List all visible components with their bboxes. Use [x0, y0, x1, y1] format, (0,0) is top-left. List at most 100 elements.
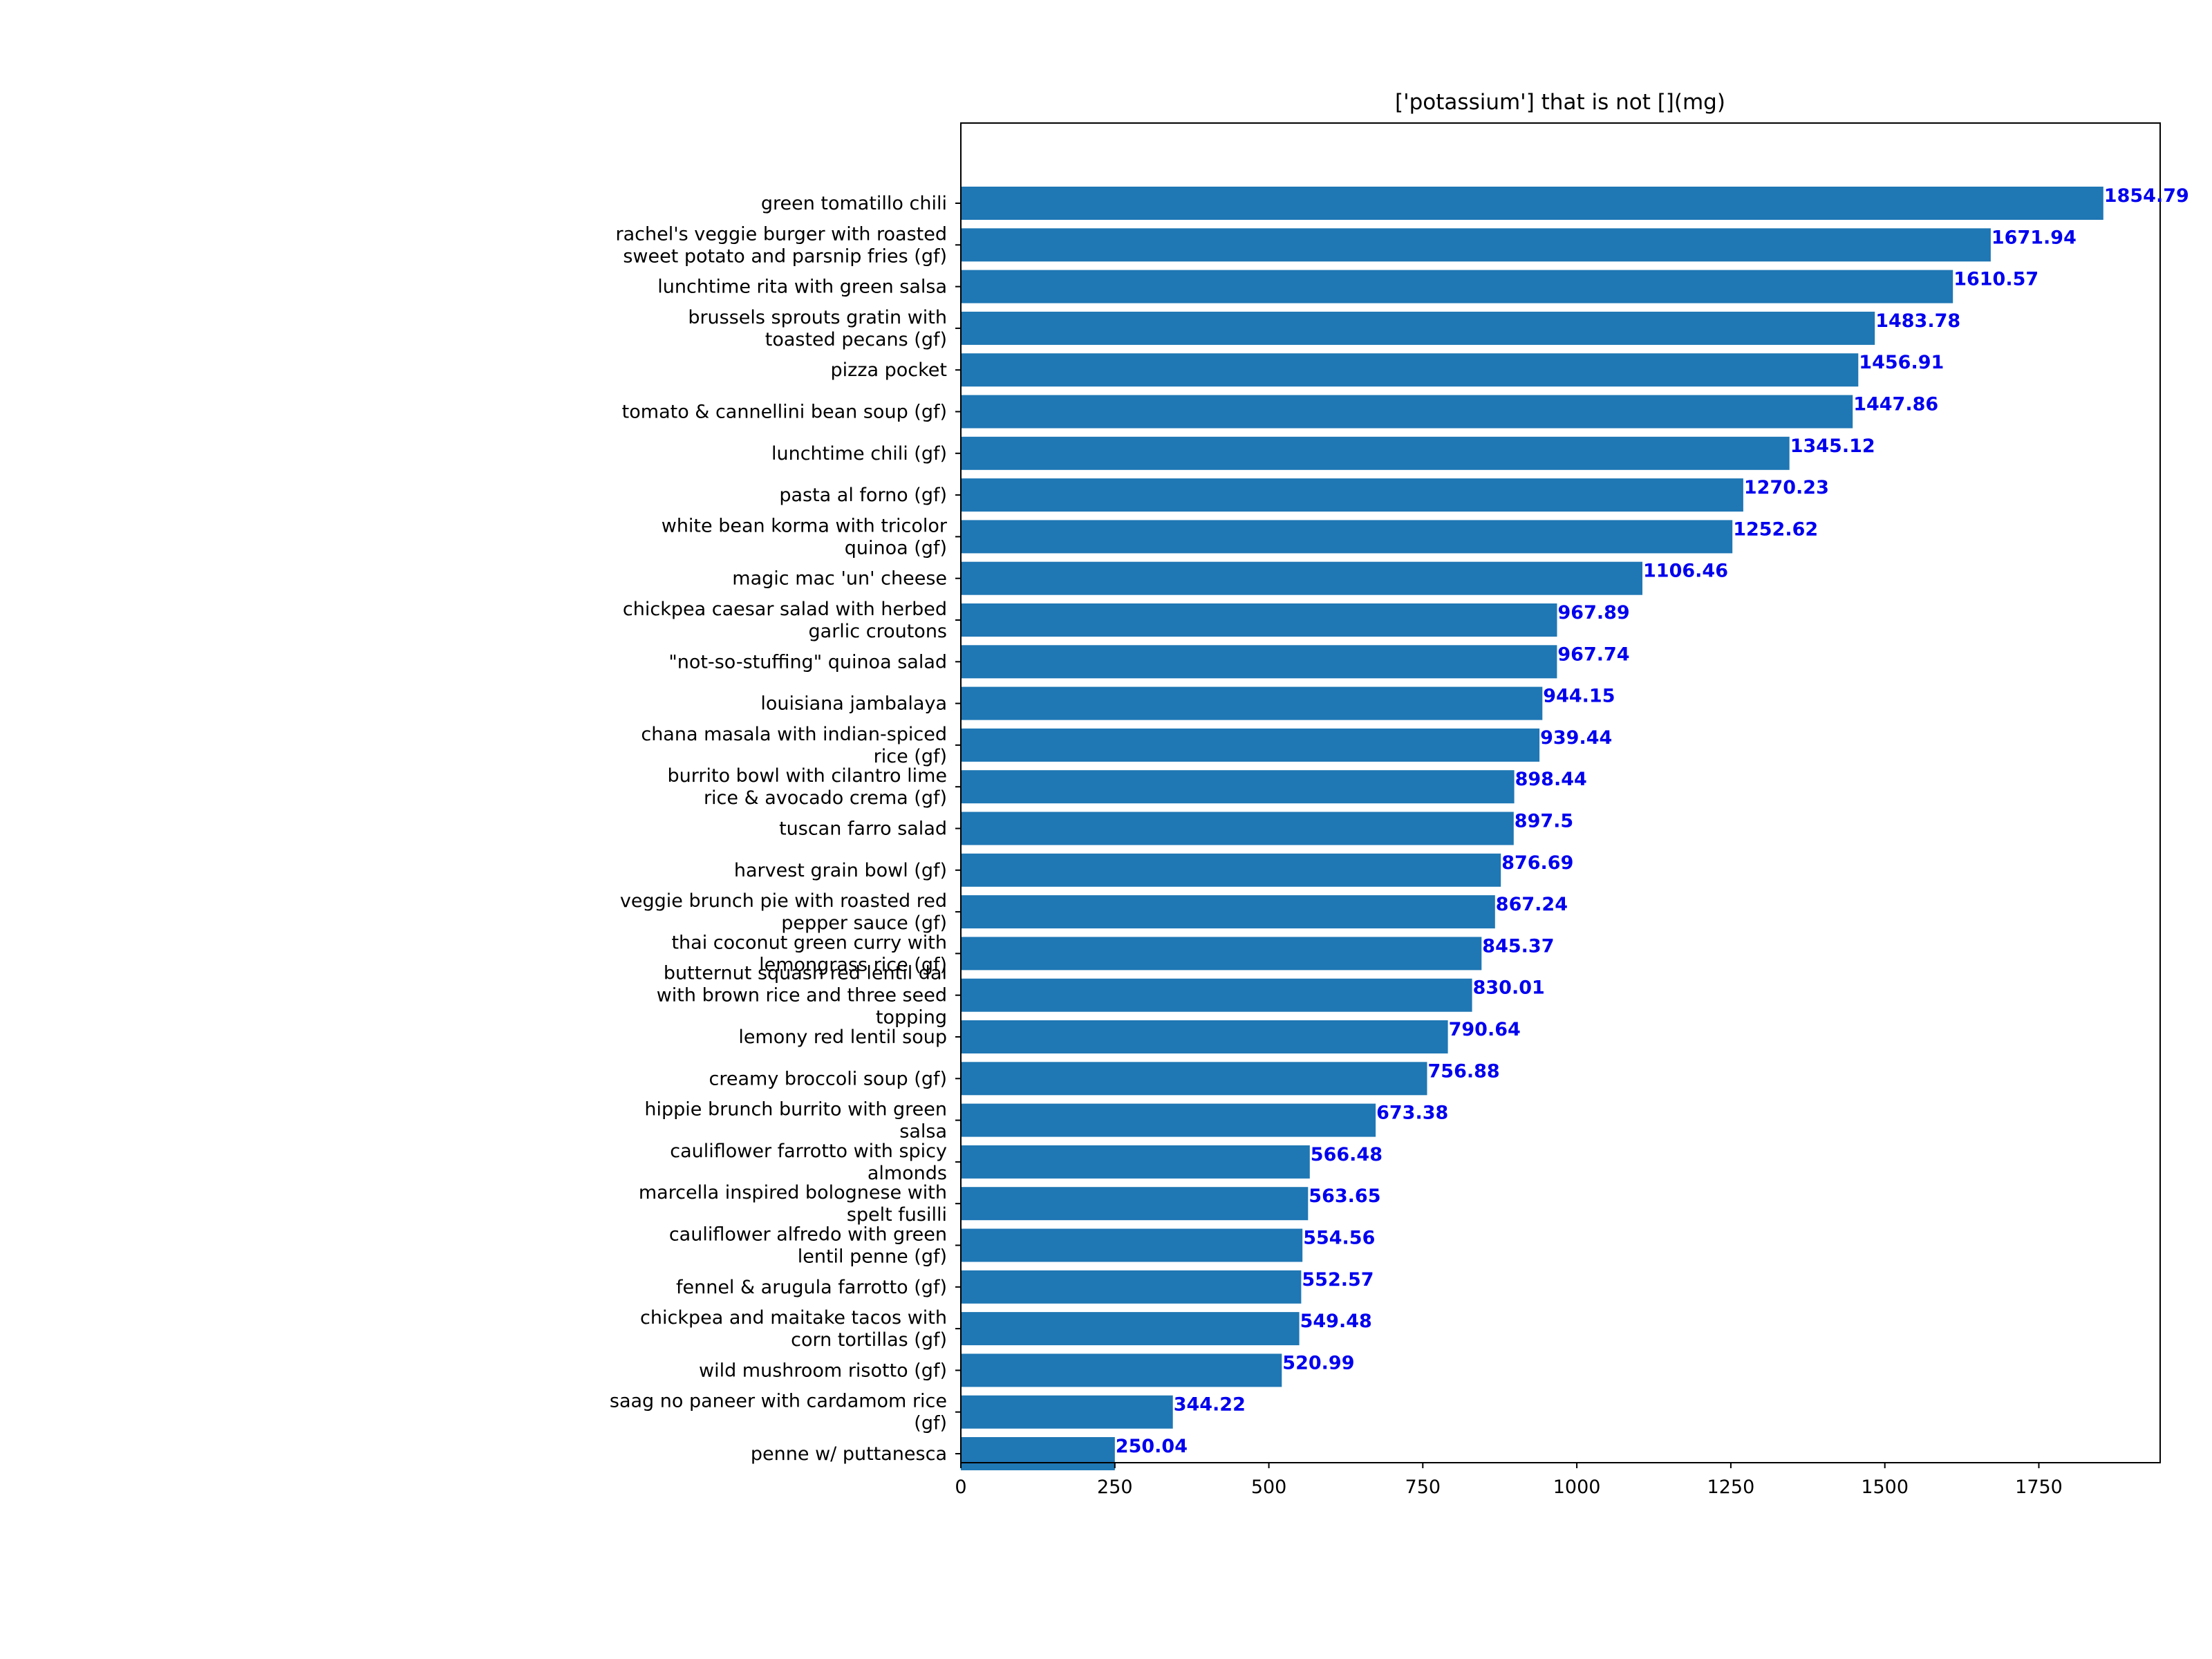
category-label: (gf) — [914, 1413, 947, 1434]
value-label: 830.01 — [1473, 977, 1545, 999]
category-label: hippie brunch burrito with green — [644, 1099, 947, 1121]
value-label: 939.44 — [1540, 727, 1612, 749]
category-label: tomato & cannellini bean soup (gf) — [622, 402, 947, 423]
bar — [961, 1395, 1173, 1429]
category-label: almonds — [868, 1163, 947, 1184]
value-label: 552.57 — [1302, 1269, 1374, 1291]
category-label: lemony red lentil soup — [738, 1027, 947, 1048]
bar — [961, 1312, 1300, 1346]
category-label: veggie brunch pie with roasted red — [620, 890, 947, 912]
category-label: lemongrass rice (gf) — [759, 954, 947, 975]
bar — [961, 187, 2103, 220]
bar — [961, 1437, 1115, 1470]
category-label: louisiana jambalaya — [760, 693, 947, 715]
category-label: fennel & arugula farrotto (gf) — [676, 1277, 947, 1298]
value-label: 673.38 — [1376, 1103, 1448, 1124]
value-label: 1854.79 — [2104, 185, 2189, 207]
category-label: salsa — [899, 1121, 947, 1143]
value-label: 790.64 — [1449, 1019, 1521, 1040]
category-label: marcella inspired bolognese with — [639, 1182, 947, 1203]
value-label: 967.74 — [1557, 644, 1629, 665]
bar — [961, 1103, 1376, 1137]
category-label: quinoa (gf) — [845, 537, 947, 559]
category-label: saag no paneer with cardamom rice — [610, 1391, 947, 1412]
value-label: 756.88 — [1428, 1060, 1500, 1082]
bar — [961, 270, 1953, 303]
bar — [961, 853, 1501, 887]
bar — [961, 770, 1515, 804]
category-label: pasta al forno (gf) — [779, 485, 947, 506]
category-label: magic mac 'un' cheese — [732, 568, 947, 590]
category-label: chickpea and maitake tacos with — [640, 1307, 947, 1329]
value-label: 344.22 — [1174, 1394, 1246, 1416]
value-label: 1483.78 — [1875, 310, 1960, 332]
category-label: butternut squash red lentil dal — [664, 963, 947, 984]
category-label: topping — [876, 1007, 947, 1029]
category-label: rice & avocado crema (gf) — [704, 787, 947, 809]
category-label: white bean korma with tricolor — [662, 515, 948, 536]
bar — [961, 311, 1875, 345]
category-label: burrito bowl with cilantro lime — [668, 765, 947, 787]
value-label: 250.04 — [1116, 1436, 1188, 1457]
value-label: 944.15 — [1543, 686, 1615, 707]
bar — [961, 895, 1495, 929]
x-tick-label: 750 — [1405, 1477, 1441, 1498]
bar — [961, 436, 1790, 470]
category-label: cauliflower alfredo with green — [669, 1224, 947, 1246]
category-label: spelt fusilli — [847, 1204, 947, 1226]
category-label: "not-so-stuffing" quinoa salad — [668, 651, 947, 673]
bar — [961, 1020, 1448, 1053]
category-label: thai coconut green curry with — [671, 932, 947, 953]
bar — [961, 561, 1642, 595]
value-label: 1671.94 — [1991, 227, 2077, 248]
category-label: harvest grain bowl (gf) — [734, 860, 947, 881]
value-label: 520.99 — [1282, 1352, 1354, 1374]
bar — [961, 1145, 1310, 1179]
x-tick-label: 500 — [1251, 1477, 1287, 1498]
value-label: 1270.23 — [1744, 477, 1829, 498]
bars-layer — [961, 187, 2103, 1470]
bar — [961, 728, 1540, 762]
category-label: penne w/ puttanesca — [751, 1443, 947, 1465]
category-label: pizza pocket — [831, 359, 948, 381]
value-label: 563.65 — [1309, 1185, 1380, 1207]
bar — [961, 520, 1733, 554]
category-label: with brown rice and three seed — [657, 985, 947, 1006]
bar — [961, 645, 1557, 679]
bar — [961, 978, 1472, 1012]
value-label: 1345.12 — [1790, 435, 1875, 457]
bar — [961, 395, 1853, 429]
x-tick-label: 1000 — [1553, 1477, 1601, 1498]
x-tick-label: 0 — [955, 1477, 966, 1498]
value-label: 898.44 — [1515, 769, 1587, 790]
category-label: sweet potato and parsnip fries (gf) — [623, 245, 947, 267]
category-label: toasted pecans (gf) — [765, 329, 947, 350]
x-tick-label: 1250 — [1707, 1477, 1755, 1498]
category-label: lentil penne (gf) — [798, 1246, 947, 1268]
bar — [961, 937, 1482, 971]
category-labels: green tomatillo chili rachel's veggie bur… — [610, 193, 948, 1465]
bar — [961, 812, 1514, 845]
bar — [961, 478, 1743, 512]
x-axis: 0 250 500 750 1000 1250 1500 1750 — [955, 203, 2063, 1498]
category-label: garlic croutons — [809, 621, 947, 642]
x-tick-label: 1750 — [2015, 1477, 2063, 1498]
category-label: chickpea caesar salad with herbed — [623, 599, 947, 620]
category-label: rachel's veggie burger with roasted — [615, 223, 947, 245]
value-label: 1456.91 — [1859, 352, 1944, 373]
bar — [961, 686, 1543, 720]
bar — [961, 1353, 1282, 1387]
bar — [961, 1228, 1303, 1262]
value-label: 1447.86 — [1853, 394, 1938, 415]
value-label: 845.37 — [1482, 935, 1554, 957]
bar — [961, 1187, 1309, 1221]
category-label: lunchtime rita with green salsa — [657, 276, 947, 298]
category-label: creamy broccoli soup (gf) — [709, 1068, 947, 1089]
value-label: 1252.62 — [1733, 518, 1818, 540]
bar — [961, 603, 1557, 637]
x-tick-label: 250 — [1097, 1477, 1133, 1498]
category-label: pepper sauce (gf) — [781, 912, 947, 934]
category-label: wild mushroom risotto (gf) — [699, 1360, 947, 1381]
value-label: 897.5 — [1515, 811, 1573, 832]
